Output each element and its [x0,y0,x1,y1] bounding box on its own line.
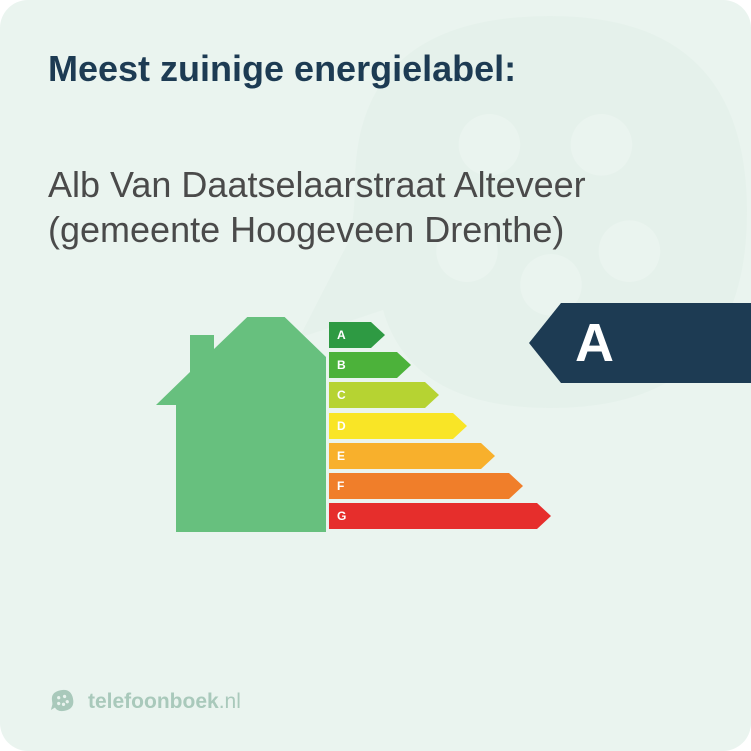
energy-bar-label: F [329,473,509,499]
footer-logo-icon [45,684,81,720]
energy-bar-label: E [329,443,481,469]
selected-label-text: A [561,303,751,383]
energy-bar-c: C [329,382,551,408]
energy-bar-label: B [329,352,397,378]
footer-text: telefoonboek.nl [88,690,241,714]
bar-arrow-icon [481,443,495,469]
bar-arrow-icon [509,473,523,499]
energy-bar-d: D [329,413,551,439]
address-subtitle: Alb Van Daatselaarstraat Alteveer (gemee… [48,162,751,252]
energy-bars: ABCDEFG [329,322,551,533]
bar-arrow-icon [537,503,551,529]
bar-arrow-icon [371,322,385,348]
footer: telefoonboek.nl [48,687,241,717]
energy-bar-a: A [329,322,551,348]
energy-chart: ABCDEFG A [48,292,751,552]
card: Meest zuinige energielabel: Alb Van Daat… [0,0,751,751]
footer-brand-bold: telefoonboek [88,690,219,714]
page-title: Meest zuinige energielabel: [48,48,751,90]
bar-arrow-icon [453,413,467,439]
energy-bar-b: B [329,352,551,378]
bar-arrow-icon [397,352,411,378]
energy-bar-g: G [329,503,551,529]
energy-bar-f: F [329,473,551,499]
selected-arrow-icon [529,303,561,383]
energy-bar-label: G [329,503,537,529]
energy-bar-label: A [329,322,371,348]
footer-brand-light: .nl [219,690,241,714]
house-icon [156,317,326,532]
bar-arrow-icon [425,382,439,408]
selected-label-badge: A [529,303,751,383]
energy-bar-label: D [329,413,453,439]
energy-bar-e: E [329,443,551,469]
energy-bar-label: C [329,382,425,408]
